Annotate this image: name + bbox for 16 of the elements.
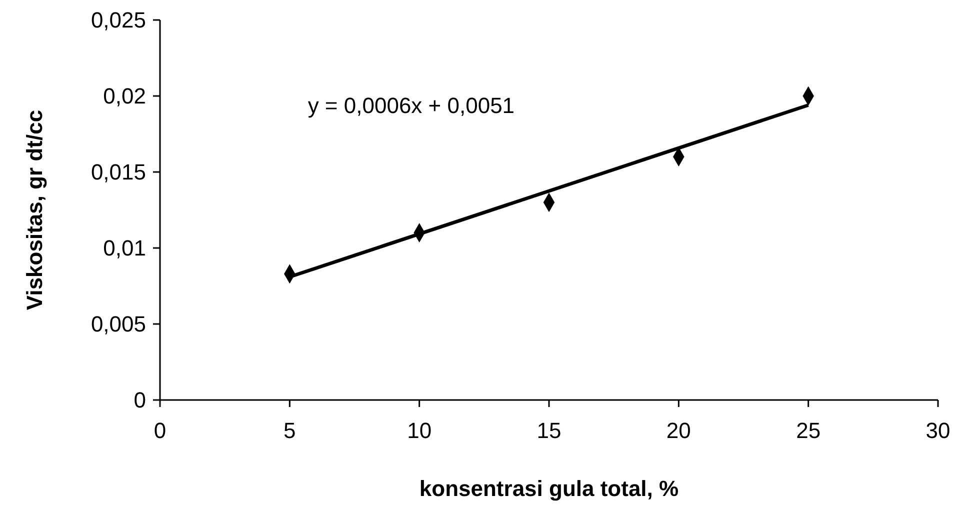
x-tick-label: 10 [407,418,432,443]
x-tick-label: 20 [666,418,691,443]
y-tick-label: 0,005 [90,312,146,337]
annotation: y = 0,0006x + 0,0051 [308,93,515,118]
y-tick-label: 0,02 [103,84,146,109]
y-tick-label: 0 [134,388,146,413]
x-tick-label: 5 [284,418,296,443]
y-tick-label: 0,01 [103,236,146,261]
y-tick-label: 0,025 [90,8,146,33]
x-axis-title: konsentrasi gula total, % [419,476,679,501]
x-tick-label: 15 [536,418,562,443]
x-tick-label: 25 [796,418,821,443]
y-axis-title: Viskositas, gr dt/cc [22,110,47,310]
x-tick-label: 30 [926,418,950,443]
y-tick-label: 0,015 [90,160,146,185]
x-tick-label: 0 [154,418,166,443]
